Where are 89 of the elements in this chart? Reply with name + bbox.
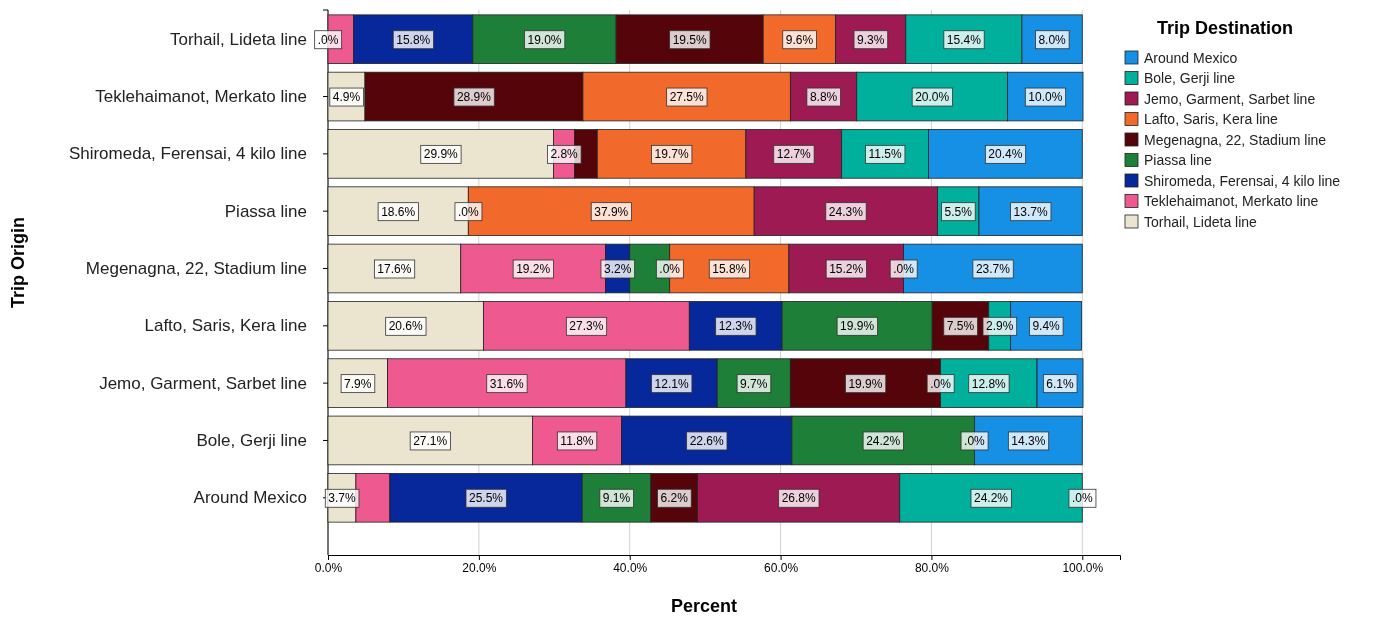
- data-label: 19.9%: [840, 319, 875, 334]
- y-tick-label: Bole, Gerji line: [196, 430, 307, 450]
- data-label: 31.6%: [489, 376, 525, 391]
- data-label: 4.9%: [332, 90, 361, 105]
- data-label: 15.2%: [829, 262, 864, 276]
- data-label: 22.6%: [689, 433, 724, 448]
- legend-label: Shiromeda, Ferensai, 4 kilo line: [1144, 172, 1341, 189]
- data-label: 17.6%: [377, 262, 412, 276]
- y-axis-title: Trip Origin: [8, 216, 28, 309]
- data-label: 3.2%: [603, 262, 632, 276]
- annotation: .0%: [893, 262, 915, 276]
- data-label: 24.2%: [866, 433, 901, 448]
- data-label: 7.9%: [344, 376, 372, 391]
- x-tick-label: 0.0%: [314, 560, 343, 575]
- data-label: 12.7%: [776, 147, 812, 162]
- legend-label: Jemo, Garment, Sarbet line: [1144, 90, 1316, 107]
- data-label: 28.9%: [456, 90, 492, 105]
- annotation: .0%: [659, 262, 681, 276]
- data-label: 9.1%: [602, 491, 631, 506]
- data-label: 20.0%: [915, 90, 950, 105]
- data-label: 13.7%: [1013, 204, 1048, 219]
- data-label: 9.6%: [785, 32, 814, 47]
- annotation: .0%: [964, 433, 986, 448]
- x-tick-label: 80.0%: [914, 560, 950, 575]
- data-label: 6.2%: [660, 491, 689, 506]
- data-label: 9.3%: [857, 32, 885, 47]
- y-tick-label: Teklehaimanot, Merkato line: [95, 86, 307, 106]
- data-label: 3.7%: [328, 491, 356, 506]
- y-tick-label: Lafto, Saris, Kera line: [144, 316, 307, 336]
- data-label: 18.6%: [381, 204, 416, 219]
- data-label: 19.5%: [672, 32, 708, 47]
- annotation: .0%: [457, 204, 479, 219]
- legend-label: Megenagna, 22, Stadium line: [1144, 131, 1327, 148]
- data-label: 11.8%: [560, 433, 594, 448]
- data-label: 24.2%: [974, 491, 1009, 506]
- data-label: 15.8%: [396, 32, 431, 47]
- data-label: 20.6%: [388, 319, 424, 334]
- data-label: 11.5%: [868, 147, 902, 162]
- data-label: 15.8%: [712, 262, 747, 276]
- legend-label: Piassa line: [1144, 152, 1212, 168]
- data-label: 27.3%: [569, 319, 604, 334]
- data-label: 19.7%: [654, 147, 689, 162]
- data-label: 2.9%: [986, 319, 1014, 334]
- data-label: 5.5%: [944, 204, 973, 219]
- data-label: 24.3%: [828, 204, 864, 219]
- data-label: 10.0%: [1028, 90, 1063, 105]
- data-label: 9.4%: [1032, 319, 1061, 334]
- data-label: 26.8%: [781, 491, 817, 506]
- legend-label: Torhail, Lideta line: [1144, 213, 1258, 230]
- x-tick-label: 60.0%: [764, 560, 799, 575]
- annotation: .0%: [317, 32, 339, 47]
- data-label: 2.8%: [550, 147, 579, 162]
- legend-label: Bole, Gerji line: [1144, 70, 1236, 86]
- data-label: 12.1%: [654, 376, 689, 391]
- annotation: .0%: [1071, 491, 1093, 506]
- data-label: 25.5%: [469, 491, 504, 506]
- data-label: 20.4%: [988, 147, 1023, 162]
- data-label: 8.8%: [809, 90, 838, 105]
- y-tick-label: Shiromeda, Ferensai, 4 kilo line: [68, 144, 307, 164]
- data-label: 19.2%: [516, 262, 551, 276]
- data-label: 37.9%: [594, 204, 629, 219]
- data-label: 7.5%: [946, 319, 975, 334]
- data-label: 8.0%: [1038, 32, 1067, 47]
- x-tick-label: 20.0%: [462, 560, 497, 575]
- y-tick-label: Piassa line: [224, 201, 307, 221]
- legend-label: Teklehaimanot, Merkato line: [1144, 193, 1319, 209]
- y-tick-label: Around Mexico: [193, 488, 307, 508]
- data-label: 27.1%: [413, 433, 448, 448]
- x-tick-label: 40.0%: [613, 560, 648, 575]
- y-tick-label: Torhail, Lideta line: [169, 29, 307, 49]
- data-label: 19.0%: [527, 32, 562, 47]
- y-tick-label: Jemo, Garment, Sarbet line: [99, 373, 307, 393]
- data-label: 12.8%: [971, 376, 1007, 391]
- data-label: 19.9%: [848, 376, 883, 391]
- legend-label: Around Mexico: [1144, 49, 1238, 66]
- data-label: 14.3%: [1011, 433, 1046, 448]
- y-tick-label: Megenagna, 22, Stadium line: [85, 258, 307, 278]
- data-label: 12.3%: [718, 319, 754, 334]
- legend-title: Trip Destination: [1156, 18, 1294, 38]
- data-label: 23.7%: [975, 262, 1011, 276]
- data-label: 29.9%: [423, 147, 459, 162]
- data-label: 6.1%: [1046, 376, 1075, 391]
- data-label: 15.4%: [946, 32, 982, 47]
- annotation: .0%: [930, 376, 952, 391]
- x-axis-title: Percent: [670, 596, 738, 616]
- legend-label: Lafto, Saris, Kera line: [1144, 111, 1279, 127]
- data-label: 27.5%: [669, 90, 704, 105]
- data-label: 9.7%: [740, 376, 768, 391]
- x-tick-label: 100.0%: [1062, 560, 1104, 575]
